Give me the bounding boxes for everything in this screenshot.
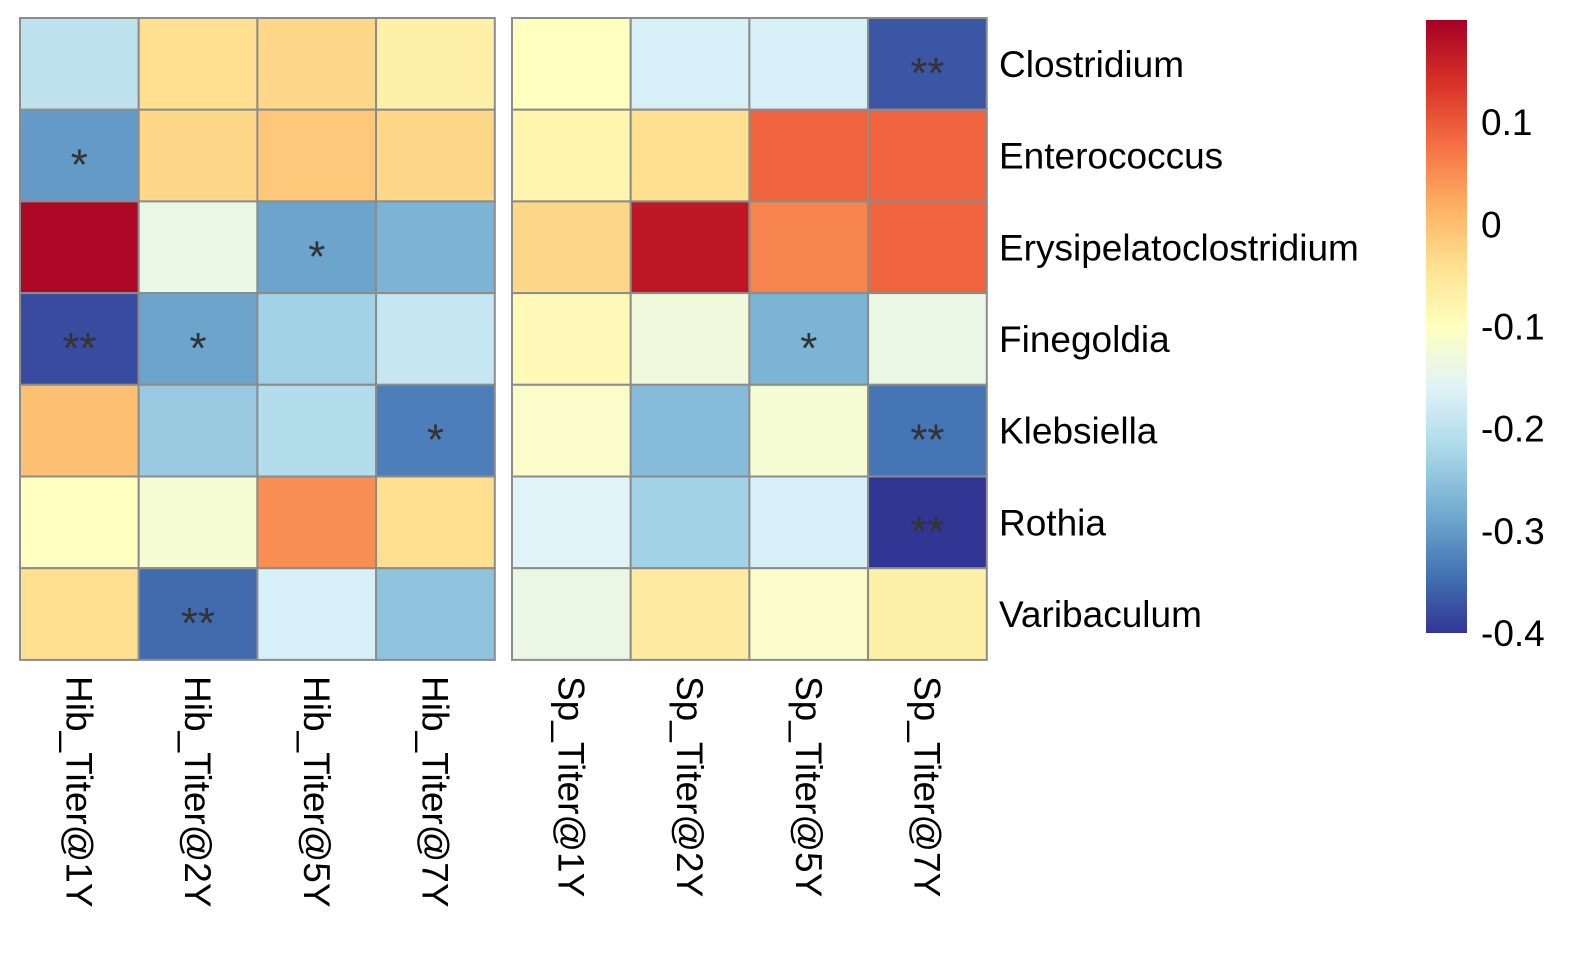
row-labels: Clostridium Enterococcus Erysipelatoclostr… [999,44,1359,635]
heatmap-cell [256,17,378,111]
column-label: Hib_Titer@1Y [58,676,99,908]
heatmap-cell [375,567,496,661]
significance-mark: * [800,324,817,373]
significance-mark: ** [181,599,215,648]
column-label: Hib_Titer@7Y [414,676,455,908]
heatmap-cell [748,200,870,295]
heatmap-cell [19,475,140,570]
colorbar-tick-label: 0.1 [1481,102,1532,143]
heatmap-cell [511,383,632,478]
heatmap-cell [511,200,632,295]
significance-marks: **** *********** [62,49,944,648]
heatmap-cell [867,108,988,203]
significance-mark: ** [910,507,944,556]
heatmap-cell [256,475,378,570]
heatmap-cell [511,567,632,661]
row-label: Clostridium [999,44,1184,85]
row-label: Finegoldia [999,319,1170,360]
heatmap-cell [629,108,751,203]
heatmap-cell [256,200,378,295]
colorbar-ticks: 0.1 0 -0.1 -0.2 -0.3 -0.4 [1481,102,1545,654]
heatmap-cell [19,292,140,386]
heatmap-cell [629,475,751,570]
column-label: Sp_Titer@5Y [788,676,829,897]
column-label: Sp_Titer@7Y [906,676,947,897]
heatmap-cell [867,567,988,661]
heatmap-cell [629,567,751,661]
significance-mark: * [189,324,206,373]
column-label: Sp_Titer@1Y [550,676,591,897]
heatmap-cell [19,200,140,295]
heatmap-cell [867,475,988,570]
heatmap-cell [137,567,259,661]
heatmap-cell [748,475,870,570]
heatmap-cell [375,292,496,386]
column-labels: Hib_Titer@1Y Hib_Titer@2Y Hib_Titer@5Y Hib_… [58,676,947,908]
heatmap-cell [256,108,378,203]
significance-mark: * [308,232,325,281]
significance-mark: ** [910,416,944,465]
heatmap-cell [19,567,140,661]
heatmap-cell [137,475,259,570]
row-label: Varibaculum [999,594,1202,635]
colorbar-tick-label: -0.4 [1481,613,1545,654]
heatmap-cell [629,17,751,111]
heatmap-cell [511,17,632,111]
heatmap-cell [256,383,378,478]
heatmap-cell [19,17,140,111]
row-label: Rothia [999,502,1106,543]
heatmap-cell [19,383,140,478]
heatmap-cell [748,567,870,661]
heatmap-cell [375,17,496,111]
row-label: Erysipelatoclostridium [999,227,1359,268]
heatmap-cell [629,383,751,478]
row-label: Klebsiella [999,411,1158,452]
heatmap-cell [629,200,751,295]
heatmap-cell [629,292,751,386]
heatmap-cell [375,108,496,203]
heatmap-cell [748,292,870,386]
heatmap-cell [867,292,988,386]
heatmap-cell [256,292,378,386]
heatmap-cell [511,475,632,570]
heatmap-cell [375,475,496,570]
significance-mark: * [427,416,444,465]
heatmap-cell [137,200,259,295]
heatmap-cell [748,383,870,478]
significance-mark: * [71,141,88,190]
heatmap-cell [137,108,259,203]
heatmap-cell [867,200,988,295]
column-label: Sp_Titer@2Y [669,676,710,897]
heatmap-cell [375,200,496,295]
colorbar-tick-label: 0 [1481,204,1502,245]
colorbar-tick-label: -0.1 [1481,307,1545,348]
colorbar-legend [1426,20,1467,633]
colorbar-tick-label: -0.3 [1481,511,1545,552]
heatmap-cells [19,17,988,661]
heatmap-cell [19,108,140,203]
heatmap-cell [748,108,870,203]
column-label: Hib_Titer@2Y [177,676,218,908]
significance-mark: ** [910,49,944,98]
significance-mark: ** [62,324,96,373]
colorbar-tick-label: -0.2 [1481,409,1545,450]
heatmap-cell [256,567,378,661]
heatmap-cell [137,383,259,478]
colorbar-gradient [1426,20,1467,633]
heatmap-cell [748,17,870,111]
heatmap-cell [511,108,632,203]
column-label: Hib_Titer@5Y [296,676,337,908]
row-label: Enterococcus [999,136,1223,177]
heatmap-cell [137,17,259,111]
heatmap-cell [511,292,632,386]
